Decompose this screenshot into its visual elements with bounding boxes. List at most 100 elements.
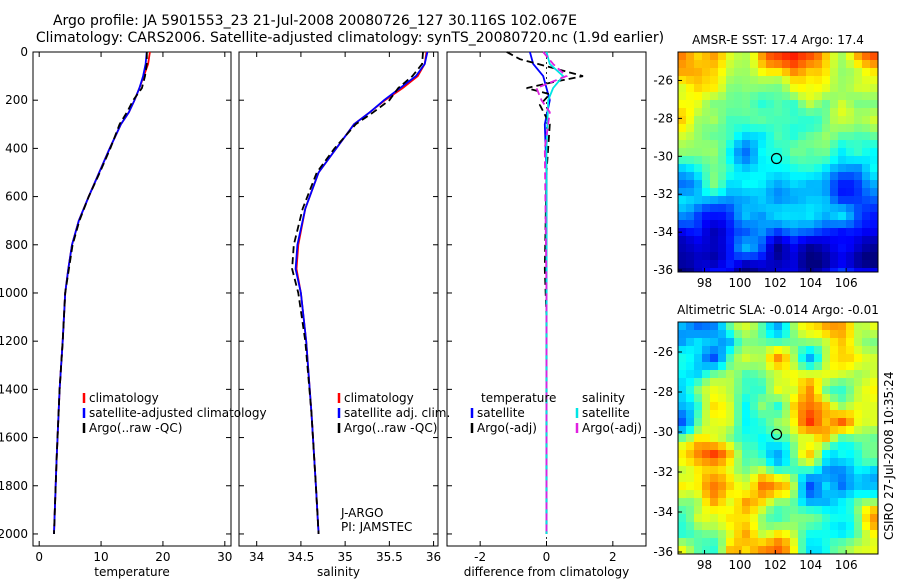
map-cell <box>766 434 775 443</box>
map-cell <box>862 156 871 165</box>
map-cell <box>678 124 687 133</box>
map-cell <box>678 338 687 347</box>
map-cell <box>782 394 791 403</box>
map-cell <box>686 204 695 213</box>
map-cell <box>718 450 727 459</box>
map-cell <box>846 108 855 117</box>
map-cell <box>790 140 799 149</box>
map-cell <box>734 204 743 213</box>
map-cell <box>702 92 711 101</box>
map-cell <box>830 474 839 483</box>
map-cell <box>726 116 735 125</box>
map-cell <box>718 188 727 197</box>
map-cell <box>790 498 799 507</box>
map-cell <box>742 482 751 491</box>
map-cell <box>758 514 767 523</box>
map-cell <box>766 60 775 69</box>
map-cell <box>750 522 759 531</box>
map-cell <box>846 252 855 261</box>
map-cell <box>694 164 703 173</box>
map-cell <box>758 330 767 339</box>
map-cell <box>710 100 719 109</box>
map-cell <box>806 140 815 149</box>
map-cell <box>862 252 871 261</box>
map-cell <box>678 84 687 93</box>
map-cell <box>734 180 743 189</box>
map-cell <box>790 402 799 411</box>
map-cell <box>766 354 775 363</box>
map-cell <box>790 442 799 451</box>
map-cell <box>854 180 863 189</box>
map-cell <box>678 482 687 491</box>
map-cell <box>798 220 807 229</box>
map-cell <box>814 140 823 149</box>
map-cell <box>758 370 767 379</box>
map-cell <box>710 458 719 467</box>
map-cell <box>750 140 759 149</box>
map-cell <box>750 546 759 554</box>
map-cell <box>830 522 839 531</box>
map-cell <box>758 84 767 93</box>
map-cell <box>774 60 783 69</box>
map-cell <box>742 514 751 523</box>
map-cell <box>798 108 807 117</box>
map-cell <box>678 220 687 229</box>
map-cell <box>694 108 703 117</box>
map-cell <box>846 466 855 475</box>
map-cell <box>742 466 751 475</box>
map-cell <box>846 204 855 213</box>
map-cell <box>710 426 719 435</box>
map-cell <box>686 236 695 245</box>
map-cell <box>702 434 711 443</box>
map-cell <box>870 522 878 531</box>
map-cell <box>686 378 695 387</box>
map-cell <box>734 378 743 387</box>
map-cell <box>798 76 807 85</box>
map-cell <box>734 474 743 483</box>
map-cell <box>718 522 727 531</box>
map-cell <box>838 60 847 69</box>
map-cell <box>774 402 783 411</box>
map-cell <box>790 132 799 141</box>
map-cell <box>870 458 878 467</box>
map-cell <box>702 370 711 379</box>
map-cell <box>766 260 775 269</box>
map-cell <box>766 402 775 411</box>
map-cell <box>678 108 687 117</box>
map-cell <box>798 204 807 213</box>
map-cell <box>814 260 823 269</box>
map-cell <box>830 244 839 253</box>
map-cell <box>782 268 791 272</box>
map-cell <box>814 132 823 141</box>
map-cell <box>854 370 863 379</box>
map-cell <box>806 530 815 539</box>
map-cell <box>798 180 807 189</box>
map-cell <box>830 140 839 149</box>
map-cell <box>854 402 863 411</box>
map-cell <box>758 140 767 149</box>
map-cell <box>742 52 751 61</box>
map-cell <box>790 76 799 85</box>
map-cell <box>686 506 695 515</box>
map-cell <box>854 172 863 181</box>
map-cell <box>726 228 735 237</box>
map-cell <box>870 506 878 515</box>
map-cell <box>726 418 735 427</box>
map-cell <box>782 426 791 435</box>
map-cell <box>806 68 815 77</box>
map-cell <box>782 362 791 371</box>
map-cell <box>870 402 878 411</box>
map-cell <box>718 132 727 141</box>
map-cell <box>790 212 799 221</box>
map-cell <box>822 466 831 475</box>
map-cell <box>726 530 735 539</box>
map-cell <box>830 402 839 411</box>
map-cell <box>846 100 855 109</box>
map-cell <box>718 172 727 181</box>
map-cell <box>854 92 863 101</box>
map-cell <box>742 386 751 395</box>
map-cell <box>734 52 743 61</box>
map-cell <box>686 156 695 165</box>
map-cell <box>710 450 719 459</box>
